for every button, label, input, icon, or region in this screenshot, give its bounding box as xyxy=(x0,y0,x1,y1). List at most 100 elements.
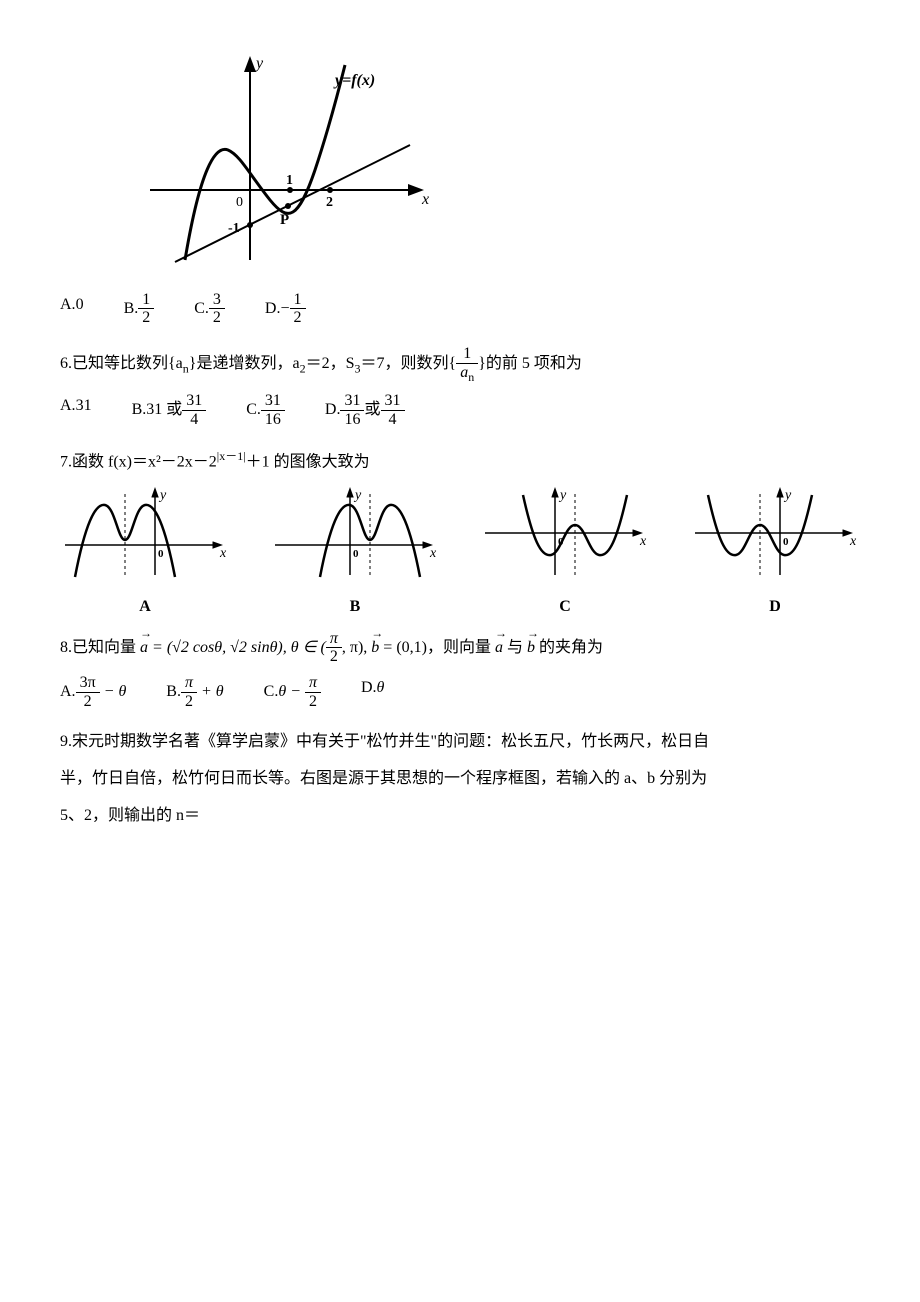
svg-text:y: y xyxy=(254,55,264,72)
q7-exp: |x－1| xyxy=(217,449,246,463)
q6-d-n1: 31 xyxy=(340,392,364,411)
q8-text: 8.已知向量 a = (√2 cosθ, √2 sinθ), θ ∈ (π2, … xyxy=(60,630,860,666)
q7-thumb-b: y x 0 B xyxy=(270,485,440,622)
q7-label-c: C xyxy=(480,593,650,622)
q8-option-d: D.θ xyxy=(361,674,384,710)
q7-thumb-d: y x 0 D xyxy=(690,485,860,622)
q6-fds: n xyxy=(468,370,474,384)
q8-tail: 的夹角为 xyxy=(539,639,603,656)
q8-option-b: B.π2 + θ xyxy=(166,674,223,710)
q6-option-d: D.3116或314 xyxy=(325,392,405,428)
svg-text:y=f(x): y=f(x) xyxy=(333,72,375,89)
q8-options: A.3π2 − θ B.π2 + θ C.θ − π2 D.θ xyxy=(60,674,860,710)
q6-b-num: 31 xyxy=(182,392,206,411)
q9-line2: 半，竹日自倍，松竹何日而长等。右图是源于其思想的一个程序框图，若输入的 a、b … xyxy=(60,765,860,794)
q5-option-a: A.0 xyxy=(60,291,84,327)
q8-vecb: b xyxy=(371,634,379,663)
q6-t3: ＝2，S xyxy=(306,355,355,372)
q8-b-num: π xyxy=(181,674,197,693)
q8-b-tail: + θ xyxy=(197,683,224,700)
q5-d-den: 2 xyxy=(290,309,306,327)
svg-text:2: 2 xyxy=(326,195,333,210)
q6-t4: ＝7，则数列{ xyxy=(361,355,457,372)
q6-c-den: 16 xyxy=(261,411,285,429)
q7-label-d: D xyxy=(690,593,860,622)
q8-mid: , π), xyxy=(342,639,371,656)
svg-text:y: y xyxy=(158,488,167,503)
svg-text:y: y xyxy=(558,488,567,503)
svg-text:0: 0 xyxy=(236,195,243,210)
q6-d-d2: 4 xyxy=(381,411,405,429)
q7-label-b: B xyxy=(270,593,440,622)
q5-b-num: 1 xyxy=(138,291,154,310)
q6-fd: an xyxy=(456,364,478,384)
q7-label-a: A xyxy=(60,593,230,622)
q8-and: 与 xyxy=(507,639,527,656)
svg-text:x: x xyxy=(219,546,227,561)
q8-veca: a xyxy=(140,634,148,663)
q8-d-val: θ xyxy=(377,679,385,696)
q5-options: A.0 B.12 C.32 D.−12 xyxy=(60,291,860,327)
svg-text:-1: -1 xyxy=(228,221,240,236)
q8-veca2: a xyxy=(495,634,503,663)
q8-c-den: 2 xyxy=(305,693,321,711)
q5-c-num: 3 xyxy=(209,291,225,310)
q5-option-c: C.32 xyxy=(194,291,225,327)
svg-text:y: y xyxy=(783,488,792,503)
svg-text:x: x xyxy=(429,546,437,561)
svg-text:0: 0 xyxy=(783,536,789,548)
q5-graph: y x 0 y=f(x) 1 2 P -1 xyxy=(140,50,860,281)
q8-fn: π xyxy=(326,630,342,649)
q6-option-b: B.31 或314 xyxy=(132,392,207,428)
q7-thumb-a: y x 0 A xyxy=(60,485,230,622)
q6-d-mid: 或 xyxy=(364,401,380,418)
q8-c-num: π xyxy=(305,674,321,693)
q8-vecb2: b xyxy=(527,634,535,663)
q5-d-prefix: − xyxy=(280,300,289,317)
q5-b-den: 2 xyxy=(138,309,154,327)
q5-option-b: B.12 xyxy=(124,291,155,327)
q7-thumbnails: y x 0 A y x 0 B y x 0 xyxy=(60,485,860,622)
q8-eq2: = (0,1)，则向量 xyxy=(383,639,491,656)
q6-fn: 1 xyxy=(456,345,478,364)
q6-a-val: 31 xyxy=(76,397,92,414)
q6-t2: }是递增数列，a xyxy=(189,355,300,372)
svg-text:y: y xyxy=(353,488,362,503)
svg-text:0: 0 xyxy=(353,548,359,560)
svg-text:0: 0 xyxy=(158,548,164,560)
svg-text:1: 1 xyxy=(286,173,293,188)
svg-text:x: x xyxy=(849,534,857,549)
q7-text: 7.函数 f(x)＝x²－2x－2|x－1|＋1 的图像大致为 xyxy=(60,446,860,477)
q8-option-c: C.θ − π2 xyxy=(264,674,321,710)
svg-text:x: x xyxy=(421,191,429,208)
q8-eq1: = (√2 cosθ, √2 sinθ), θ ∈ ( xyxy=(152,639,326,656)
function-graph-svg: y x 0 y=f(x) 1 2 P -1 xyxy=(140,50,440,270)
q6-b-den: 4 xyxy=(182,411,206,429)
q7-t1: 7.函数 f(x)＝x²－2x－2 xyxy=(60,453,217,470)
q5-c-den: 2 xyxy=(209,309,225,327)
q8-a-num: 3π xyxy=(76,674,100,693)
q6-text: 6.已知等比数列{an}是递增数列，a2＝2，S3＝7，则数列{1an}的前 5… xyxy=(60,345,860,384)
q6-fdv: a xyxy=(460,364,468,381)
q7-t2: ＋1 的图像大致为 xyxy=(246,453,370,470)
q8-b-den: 2 xyxy=(181,693,197,711)
svg-text:x: x xyxy=(639,534,647,549)
q6-d-n2: 31 xyxy=(381,392,405,411)
q5-d-num: 1 xyxy=(290,291,306,310)
q8-fd: 2 xyxy=(326,648,342,666)
q6-options: A.31 B.31 或314 C.3116 D.3116或314 xyxy=(60,392,860,428)
q6-option-a: A.31 xyxy=(60,392,92,428)
q8-c-head: θ − xyxy=(278,683,305,700)
q6-t5: }的前 5 项和为 xyxy=(478,355,582,372)
q8-a-den: 2 xyxy=(76,693,100,711)
q6-d-d1: 16 xyxy=(340,411,364,429)
q8-a-tail: − θ xyxy=(100,683,127,700)
q8-prefix: 8.已知向量 xyxy=(60,639,136,656)
q8-option-a: A.3π2 − θ xyxy=(60,674,126,710)
q5-a-val: 0 xyxy=(76,296,84,313)
q6-c-num: 31 xyxy=(261,392,285,411)
q6-b-text: 31 或 xyxy=(146,401,182,418)
q6-option-c: C.3116 xyxy=(246,392,285,428)
q6-t1: 6.已知等比数列{a xyxy=(60,355,183,372)
q7-thumb-c: y x 0 C xyxy=(480,485,650,622)
